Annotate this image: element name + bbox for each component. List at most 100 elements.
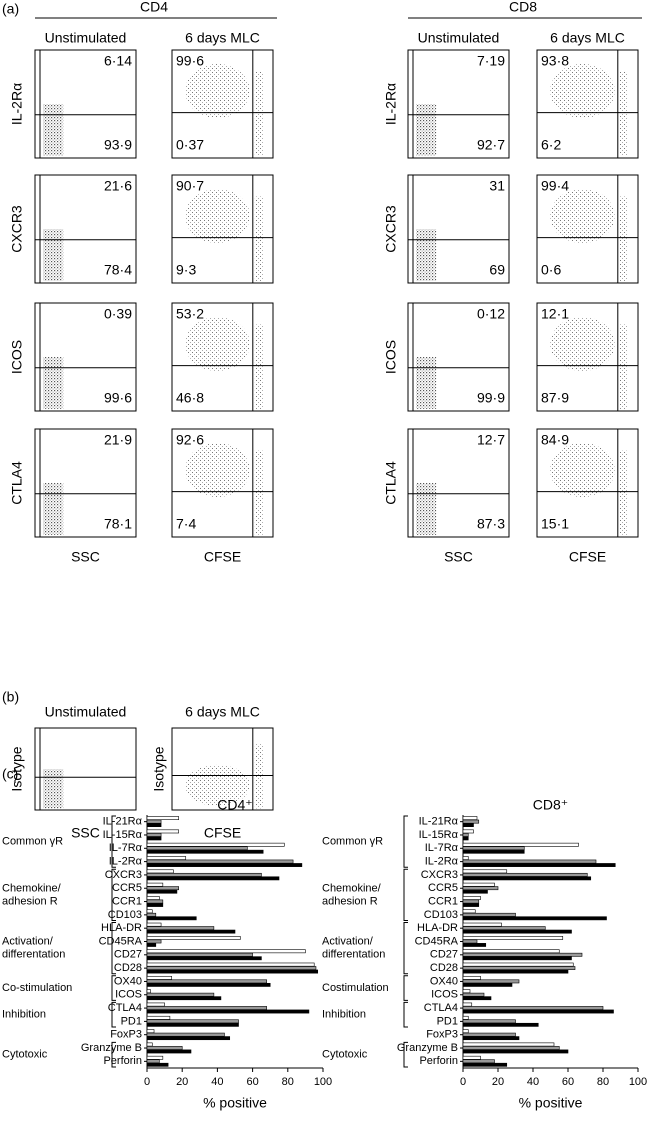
label: IL-7Rα [109,842,143,854]
bar [462,829,474,834]
label: IL-15Rα [419,829,459,841]
bar [146,989,151,994]
label: Chemokine/ [2,882,62,894]
label: CCR1 [428,895,458,907]
label: adhesion R [322,895,378,907]
plot-frame [407,428,510,538]
bar [146,912,157,917]
bar [146,1032,225,1037]
label: CXCR3 [421,869,458,881]
cloud [254,196,263,281]
label: 99·9 [477,390,505,406]
label: 90·7 [176,178,204,194]
plot-frame [34,49,137,159]
bar [146,1049,192,1054]
label: 60 [246,1076,258,1088]
label: 99·4 [541,178,569,194]
bar [146,975,172,980]
bar [146,1015,171,1020]
bar [462,1055,481,1060]
bar [462,1036,520,1041]
bracket [403,975,408,1001]
label: CTLA4 [424,1002,458,1014]
bar [462,922,502,927]
bar [146,869,174,874]
label: CD28 [430,962,458,974]
cloud [43,483,64,535]
bar [146,842,285,847]
bar [146,872,262,877]
label: ICOS [115,989,142,1001]
label: 0·12 [477,306,505,322]
label: ICOS [9,340,25,374]
label: CD27 [114,949,142,961]
bracket [403,815,408,868]
cloud [550,317,615,372]
bar [146,936,241,940]
label: 99·6 [176,53,204,69]
plot-frame [34,174,137,284]
bar [146,863,303,867]
label: CD4⁺ [217,797,252,813]
bar [462,996,492,1001]
plot-frame [536,428,639,538]
bar [146,886,179,891]
label: Cytotoxic [322,1049,368,1061]
cloud [254,450,263,535]
label: FoxP3 [110,1029,142,1041]
bar [146,943,157,947]
label: 80 [597,1076,609,1088]
label: CTLA4 [383,461,399,505]
bar [146,846,248,851]
label: 6 days MLC [550,30,625,46]
label: 92·7 [477,137,505,153]
label: Common γR [2,836,63,848]
label: HLA-DR [101,922,142,934]
label: differentation [322,949,385,961]
label: Unstimulated [45,30,127,46]
cloud [185,64,250,119]
bracket [111,1001,116,1028]
bar [146,1046,183,1050]
label: Common γR [322,836,383,848]
label: CCR5 [112,882,142,894]
label: CD8⁺ [533,797,568,813]
bar [462,975,481,980]
label: SSC [444,549,473,565]
label: 0·6 [541,262,561,278]
bracket [403,1001,408,1028]
bar [146,889,178,894]
label: 20 [492,1076,504,1088]
label: Isotype [151,746,167,791]
bar [146,899,164,904]
label: 6 days MLC [185,704,260,720]
cloud [416,104,437,156]
bracket [111,922,116,975]
label: CD4 [140,0,168,15]
plot-frame [34,428,137,538]
label: Inhibition [2,1009,46,1021]
label: 7·19 [477,53,505,69]
label: CD27 [430,949,458,961]
label: Granzyme B [397,1042,458,1054]
label: 53·2 [176,306,204,322]
label: 6·2 [541,137,561,153]
bar [146,909,153,914]
bar [146,876,280,881]
label: CXCR3 [105,869,142,881]
bar [146,952,253,957]
cloud [416,229,437,281]
bar [462,819,480,824]
cloud [43,769,64,809]
bar [462,859,597,864]
bar [462,1002,473,1007]
cloud [416,483,437,535]
bar [462,916,607,921]
label: CFSE [569,549,606,565]
bar [146,1055,164,1060]
cloud [619,71,628,156]
bar [146,836,162,841]
bracket [111,1041,116,1068]
bar [146,816,179,821]
